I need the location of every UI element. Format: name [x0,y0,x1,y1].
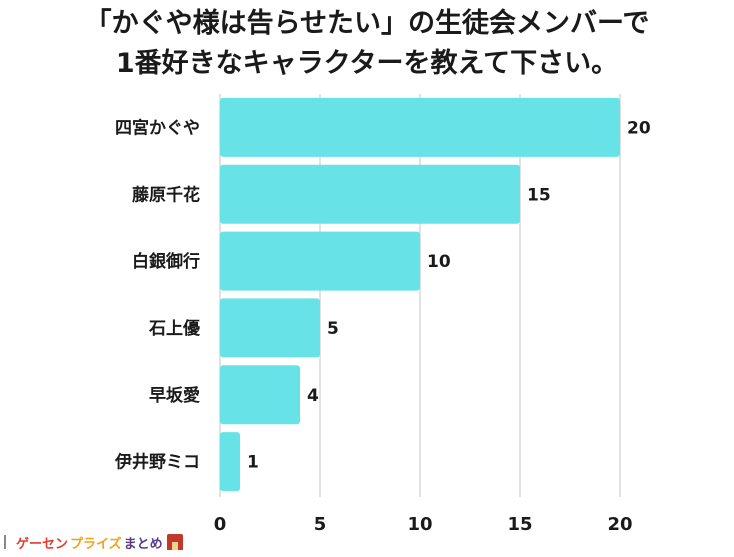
tick-label: 10 [407,514,432,535]
logo-text-2: プライズ [70,536,122,552]
bar [220,298,320,358]
category-label: 藤原千花 [132,184,200,205]
category-label: 早坂愛 [149,385,200,406]
value-label: 5 [327,319,339,339]
bar [220,231,420,291]
bar [220,432,240,492]
title-line-2: 1番好きなキャラクターを教えて下さい。 [115,48,619,79]
logo-text-3: まとめ [123,536,163,552]
bar [220,97,620,157]
tick-label: 5 [314,514,327,535]
value-label: 20 [627,118,651,138]
category-label: 石上優 [148,318,201,339]
value-label: 10 [427,252,451,272]
tick-label: 15 [507,514,532,535]
bar [220,365,300,425]
house-icon [166,534,183,550]
value-label: 1 [247,453,259,473]
site-logo: ゲーセン プライズ まとめ [4,531,183,553]
value-label: 4 [307,386,319,406]
category-label: 伊井野ミコ [114,452,200,473]
chart-title: 「かぐや様は告らせたい」の生徒会メンバーで 1番好きなキャラクターを教えて下さい… [0,4,734,84]
logo-text-1: ゲーセン [16,536,69,552]
category-label: 四宮かぐや [115,117,200,138]
category-label: 白銀御行 [132,251,200,272]
logo-divider [4,535,6,549]
tick-label: 20 [607,514,632,535]
tick-label: 0 [214,514,227,535]
title-line-1: 「かぐや様は告らせたい」の生徒会メンバーで [84,8,650,39]
value-label: 15 [527,185,551,205]
bar [220,164,520,224]
